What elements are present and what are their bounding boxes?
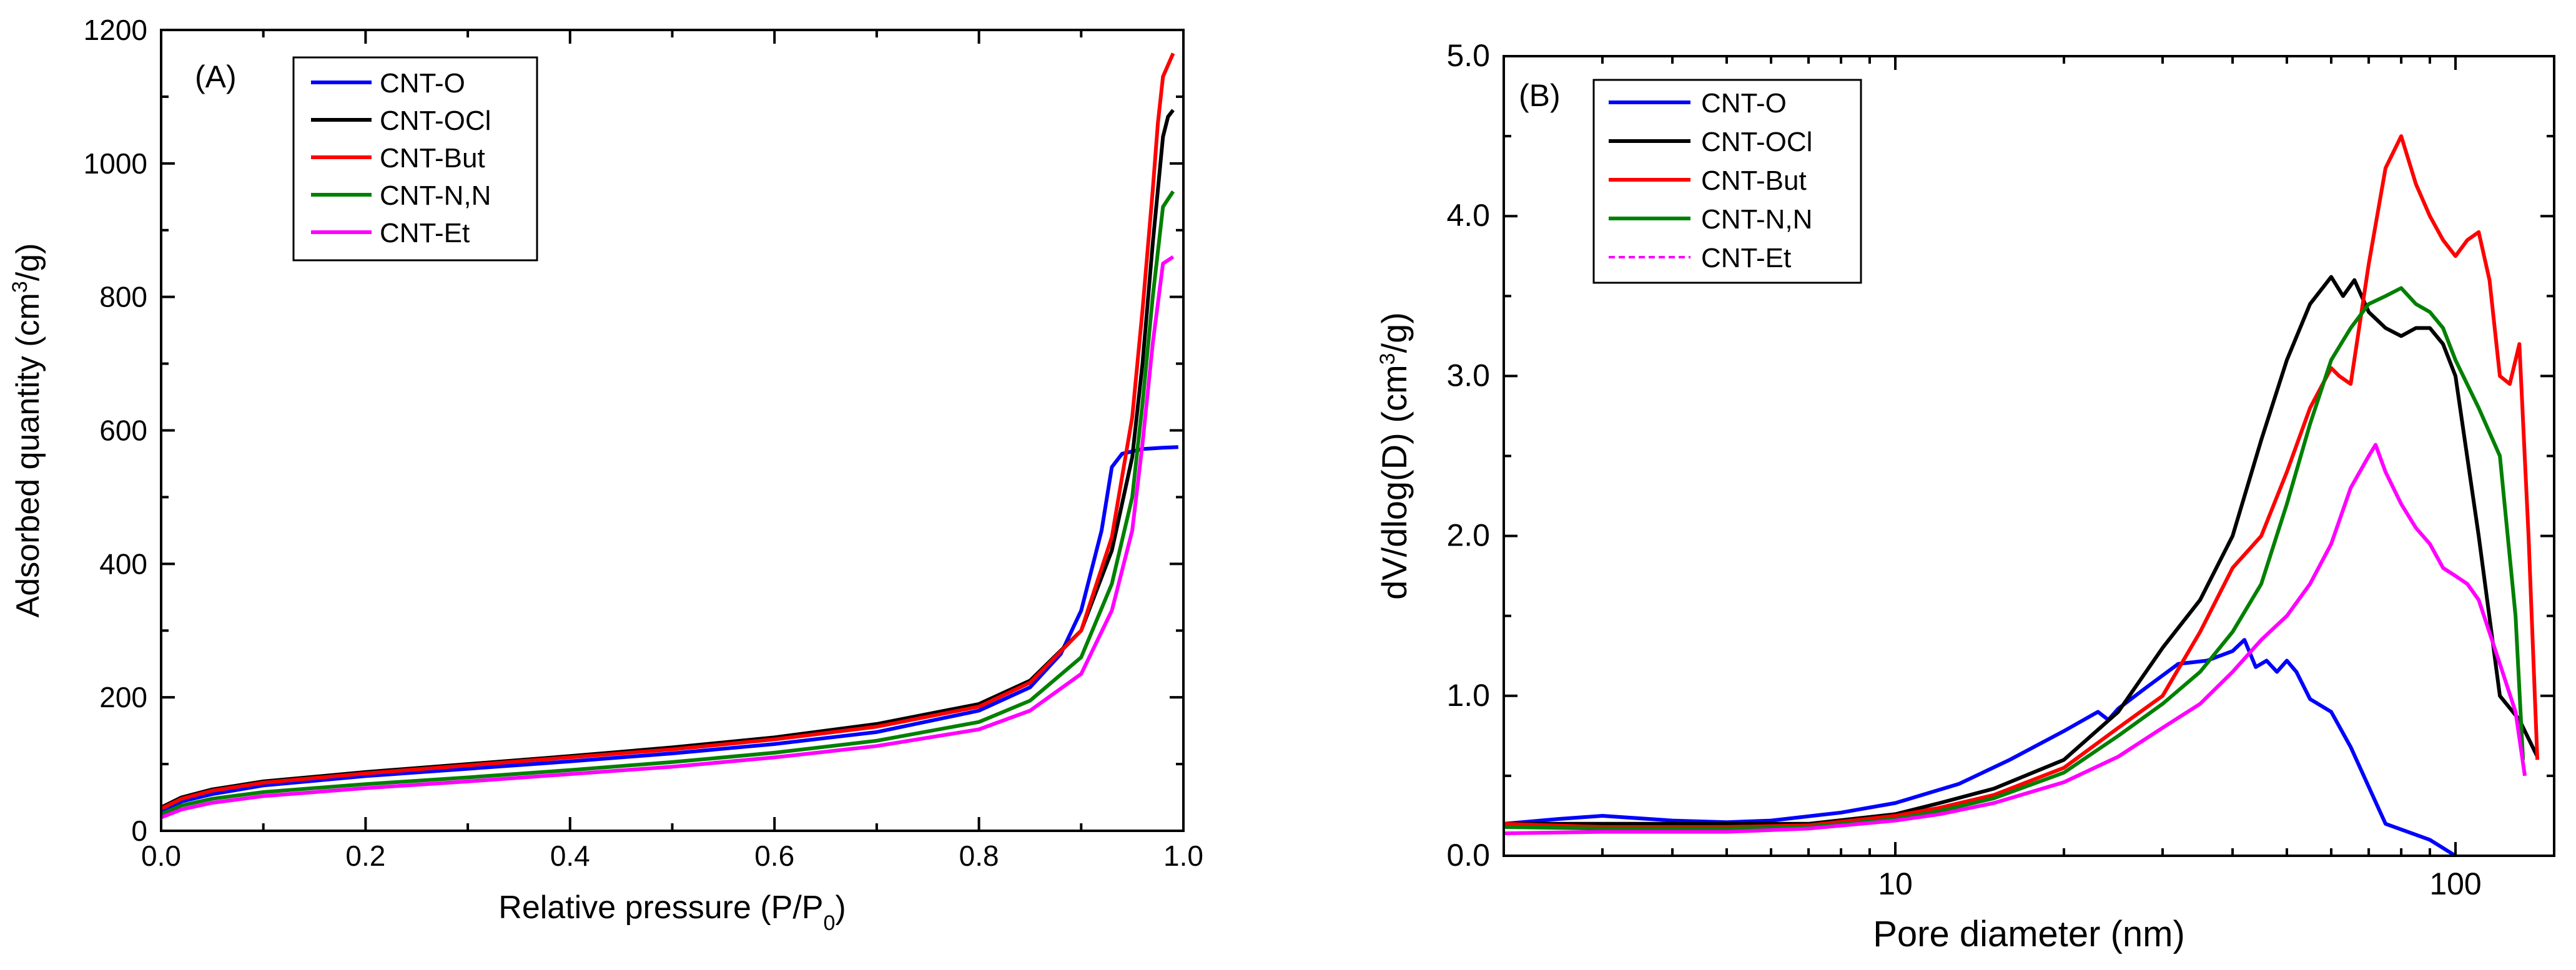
b-y-axis-label-part3: /g) xyxy=(1374,312,1414,353)
a-series-cnt-et xyxy=(160,255,1175,820)
a-x-tick-label: 0.8 xyxy=(959,840,999,872)
a-x-axis-label-part2: 0 xyxy=(823,911,835,935)
a-x-axis-label: Relative pressure (P/P0) xyxy=(498,889,846,935)
b-panel-tag: (B) xyxy=(1519,78,1561,113)
b-legend-label: CNT-But xyxy=(1701,165,1807,196)
a-legend-label: CNT-OCl xyxy=(380,105,491,136)
a-legend-label: CNT-But xyxy=(380,143,485,174)
b-legend-label: CNT-O xyxy=(1701,88,1787,119)
a-y-axis-label-part2: 3 xyxy=(8,281,32,293)
a-y-tick-label: 800 xyxy=(99,281,147,313)
b-y-tick-label: 3.0 xyxy=(1446,358,1490,393)
panel-b-pore-size-chart: 10 100 0.0 1.0 2.0 3.0 4.0 5.0 Pore diameter (nm… xyxy=(1374,38,2555,954)
b-series-cnt-et xyxy=(1503,443,2527,836)
b-series-cnt-but xyxy=(1503,134,2540,829)
b-series-cnt-n-n xyxy=(1503,286,2525,831)
b-x-tick-label: 10 xyxy=(1878,866,1913,901)
a-series-cnt-n-n xyxy=(160,190,1175,816)
a-y-tick-label: 1200 xyxy=(84,14,147,46)
a-y-tick-label: 600 xyxy=(99,414,147,447)
b-y-tick-label: 5.0 xyxy=(1446,38,1490,73)
b-y-axis-label-part1: dV/dlog(D) (cm xyxy=(1374,365,1414,600)
a-legend: CNT-O CNT-OCl CNT-But CNT-N,N CNT-Et xyxy=(292,56,538,262)
b-y-tick-label: 1.0 xyxy=(1446,678,1490,713)
b-legend: CNT-O CNT-OCl CNT-But CNT-N,N CNT-Et xyxy=(1592,79,1862,284)
a-x-tick-label: 0.4 xyxy=(550,840,590,872)
a-x-axis-label-part1: Relative pressure (P/P xyxy=(498,889,823,926)
a-y-tick-label: 200 xyxy=(99,681,147,713)
a-panel-tag: (A) xyxy=(195,59,237,94)
a-y-tick-label: 400 xyxy=(99,547,147,580)
panel-a-isotherm-chart: 0.0 0.2 0.4 0.6 0.8 1.0 0 200 400 600 800 1000 1200 R… xyxy=(8,14,1203,935)
a-y-tick-label: 1000 xyxy=(84,147,147,180)
b-y-tick-label: 2.0 xyxy=(1446,518,1490,553)
a-x-tick-label: 1.0 xyxy=(1163,840,1203,872)
b-y-tick-label: 4.0 xyxy=(1446,198,1490,233)
a-series-cnt-but xyxy=(160,52,1175,811)
a-y-tick-label: 0 xyxy=(131,815,147,847)
a-x-axis-label-part3: ) xyxy=(835,889,846,926)
b-legend-label: CNT-N,N xyxy=(1701,204,1812,235)
b-y-axis-label-part2: 3 xyxy=(1376,353,1399,365)
a-legend-label: CNT-Et xyxy=(380,218,470,248)
a-legend-label: CNT-N,N xyxy=(380,180,491,211)
a-y-axis-label-part3: /g) xyxy=(10,243,46,282)
b-legend-label: CNT-OCl xyxy=(1701,127,1812,157)
a-y-axis-label-part1: Adsorbed quantity (cm xyxy=(10,293,46,617)
a-x-tick-label: 0.0 xyxy=(141,840,181,872)
b-x-axis-label: Pore diameter (nm) xyxy=(1873,914,2185,954)
a-x-tick-label: 0.6 xyxy=(754,840,794,872)
a-legend-label: CNT-O xyxy=(380,68,465,99)
b-series-cnt-ocl xyxy=(1504,275,2539,826)
a-y-axis-label: Adsorbed quantity (cm3/g) xyxy=(8,243,46,618)
b-series-cnt-o xyxy=(1503,638,2457,858)
b-y-axis-label: dV/dlog(D) (cm3/g) xyxy=(1374,312,1414,600)
b-legend-label: CNT-Et xyxy=(1701,243,1791,273)
a-x-tick-label: 0.2 xyxy=(345,840,385,872)
a-series-cnt-o xyxy=(160,445,1178,814)
b-y-tick-label: 0.0 xyxy=(1446,838,1490,873)
b-x-tick-label: 100 xyxy=(2429,866,2481,901)
